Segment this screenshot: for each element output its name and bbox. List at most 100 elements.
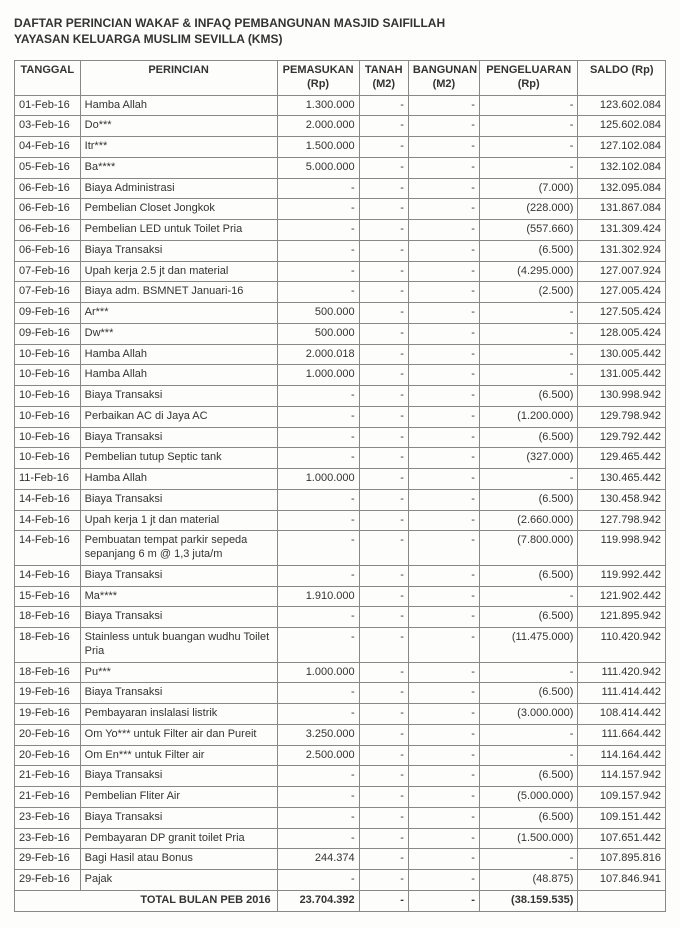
cell-bang: - [408,586,479,607]
cell-out: - [479,303,577,324]
table-row: 06-Feb-16Pembelian LED untuk Toilet Pria… [15,220,666,241]
cell-in: 500.000 [277,303,359,324]
cell-out: - [479,137,577,158]
cell-desc: Pembayaran DP granit toilet Pria [80,828,277,849]
cell-out: - [479,469,577,490]
cell-bang: - [408,745,479,766]
cell-saldo: 119.998.942 [578,531,666,566]
cell-date: 15-Feb-16 [15,586,81,607]
cell-tanah: - [359,406,408,427]
cell-tanah: - [359,178,408,199]
cell-out: (327.000) [479,448,577,469]
table-row: 20-Feb-16Om Yo*** untuk Filter air dan P… [15,724,666,745]
cell-saldo: 131.867.084 [578,199,666,220]
table-row: 10-Feb-16Pembelian tutup Septic tank---(… [15,448,666,469]
cell-desc: Biaya adm. BSMNET Januari-16 [80,282,277,303]
cell-saldo: 127.007.924 [578,261,666,282]
table-row: 10-Feb-16Biaya Transaksi---(6.500)129.79… [15,427,666,448]
cell-out: (7.800.000) [479,531,577,566]
cell-tanah: - [359,683,408,704]
cell-saldo: 111.664.442 [578,724,666,745]
total-row: TOTAL BULAN PEB 2016 23.704.392 - - (38.… [15,890,666,911]
cell-in: - [277,628,359,663]
cell-out: - [479,586,577,607]
cell-desc: Dw*** [80,323,277,344]
cell-in: - [277,704,359,725]
table-row: 29-Feb-16Pajak---(48.875)107.846.941 [15,870,666,891]
cell-bang: - [408,240,479,261]
cell-bang: - [408,870,479,891]
cell-bang: - [408,137,479,158]
cell-bang: - [408,448,479,469]
total-saldo [578,890,666,911]
cell-date: 06-Feb-16 [15,178,81,199]
table-row: 18-Feb-16Biaya Transaksi---(6.500)121.89… [15,607,666,628]
cell-date: 04-Feb-16 [15,137,81,158]
cell-out: (6.500) [479,427,577,448]
table-row: 14-Feb-16Biaya Transaksi---(6.500)130.45… [15,489,666,510]
cell-bang: - [408,849,479,870]
cell-out: (11.475.000) [479,628,577,663]
cell-in: - [277,406,359,427]
cell-saldo: 130.005.442 [578,344,666,365]
cell-bang: - [408,704,479,725]
cell-tanah: - [359,365,408,386]
report-title: DAFTAR PERINCIAN WAKAF & INFAQ PEMBANGUN… [14,16,666,30]
cell-in: - [277,282,359,303]
cell-bang: - [408,95,479,116]
cell-desc: Om Yo*** untuk Filter air dan Pureit [80,724,277,745]
cell-date: 20-Feb-16 [15,745,81,766]
cell-saldo: 130.998.942 [578,386,666,407]
cell-desc: Hamba Allah [80,344,277,365]
cell-bang: - [408,427,479,448]
cell-saldo: 127.505.424 [578,303,666,324]
cell-out: (6.500) [479,489,577,510]
cell-out: (6.500) [479,683,577,704]
cell-tanah: - [359,531,408,566]
cell-date: 06-Feb-16 [15,240,81,261]
cell-out: (4.295.000) [479,261,577,282]
cell-date: 14-Feb-16 [15,531,81,566]
cell-out: (7.000) [479,178,577,199]
cell-in: 1.000.000 [277,662,359,683]
cell-date: 19-Feb-16 [15,704,81,725]
cell-tanah: - [359,157,408,178]
col-tanah: TANAH (M2) [359,61,408,96]
cell-out: (5.000.000) [479,787,577,808]
col-bangunan: BANGUNAN (M2) [408,61,479,96]
cell-out: - [479,724,577,745]
cell-date: 01-Feb-16 [15,95,81,116]
cell-in: 1.000.000 [277,469,359,490]
cell-out: - [479,157,577,178]
cell-bang: - [408,344,479,365]
cell-out: (6.500) [479,607,577,628]
cell-in: - [277,870,359,891]
cell-date: 10-Feb-16 [15,365,81,386]
cell-bang: - [408,365,479,386]
cell-date: 06-Feb-16 [15,199,81,220]
cell-tanah: - [359,323,408,344]
cell-in: - [277,489,359,510]
cell-tanah: - [359,303,408,324]
table-row: 23-Feb-16Biaya Transaksi---(6.500)109.15… [15,807,666,828]
cell-date: 10-Feb-16 [15,448,81,469]
cell-saldo: 107.895.816 [578,849,666,870]
cell-tanah: - [359,427,408,448]
cell-date: 10-Feb-16 [15,386,81,407]
cell-date: 20-Feb-16 [15,724,81,745]
cell-date: 21-Feb-16 [15,787,81,808]
cell-saldo: 129.465.442 [578,448,666,469]
cell-bang: - [408,178,479,199]
cell-out: - [479,365,577,386]
cell-out: (1.200.000) [479,406,577,427]
cell-date: 14-Feb-16 [15,510,81,531]
table-row: 01-Feb-16Hamba Allah1.300.000---123.602.… [15,95,666,116]
cell-out: (557.660) [479,220,577,241]
cell-in: - [277,510,359,531]
cell-tanah: - [359,448,408,469]
cell-out: (3.000.000) [479,704,577,725]
cell-desc: Bagi Hasil atau Bonus [80,849,277,870]
cell-out: - [479,344,577,365]
cell-bang: - [408,724,479,745]
cell-date: 10-Feb-16 [15,406,81,427]
